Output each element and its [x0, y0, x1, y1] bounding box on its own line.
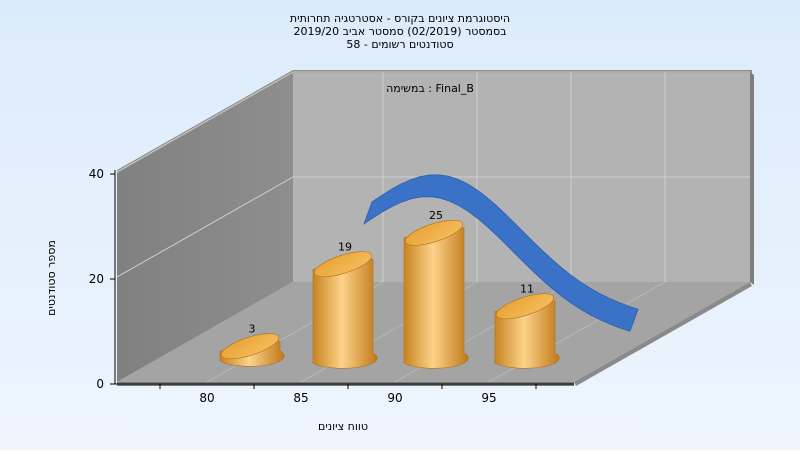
bar-top — [221, 333, 279, 360]
bar-19: 19 — [312, 240, 378, 369]
y-tick-label: 0 — [96, 377, 104, 391]
bar-body — [312, 258, 378, 369]
bar-top — [314, 251, 372, 278]
bar-3: 3 — [219, 322, 285, 367]
gridline-left-40 — [116, 71, 294, 173]
bar-top — [496, 293, 554, 320]
y-tick-label: 40 — [89, 167, 104, 181]
chart-title-line-2: בסמסטר (02/2019) סמסטר אביב 2019/20 — [293, 25, 506, 38]
bar-value-label: 3 — [249, 322, 256, 335]
chart-title-line-1: היסטוגרמת ציונים בקורס - אסטרטגיה תחרותי… — [290, 12, 510, 25]
x-tick-label: 80 — [199, 391, 214, 405]
x-tick-label: 95 — [481, 391, 496, 405]
back-wall-edge — [750, 72, 754, 285]
y-axis-ticks: 0 20 40 — [89, 167, 115, 391]
x-tick-label: 90 — [387, 391, 402, 405]
plot-box — [116, 70, 754, 386]
bar-value-label: 25 — [429, 209, 443, 222]
distribution-curve-layer — [363, 174, 639, 332]
bar-11: 11 — [494, 282, 560, 369]
chart-title-line-3: סטודנטים רשומים - 58 — [346, 38, 453, 51]
bar-value-label: 11 — [520, 282, 534, 295]
gridline-left-20 — [116, 176, 294, 278]
task-annotation: במשימה : Final_B — [386, 82, 474, 95]
floor-side-edge — [574, 282, 752, 386]
distribution-curve — [363, 174, 639, 332]
bar-body — [403, 227, 469, 369]
bars: 3 19 25 11 — [219, 209, 560, 369]
x-tick-label: 85 — [293, 391, 308, 405]
x-axis-ticks: 80 85 90 95 — [159, 384, 537, 405]
bar-25: 25 — [403, 209, 469, 369]
bar-top — [405, 219, 463, 246]
bar-value-label: 19 — [338, 240, 352, 253]
x-axis-title: טווח ציונים — [318, 420, 368, 433]
y-axis-title: מספר סטודנטים — [45, 240, 58, 316]
y-tick-label: 20 — [89, 272, 104, 286]
